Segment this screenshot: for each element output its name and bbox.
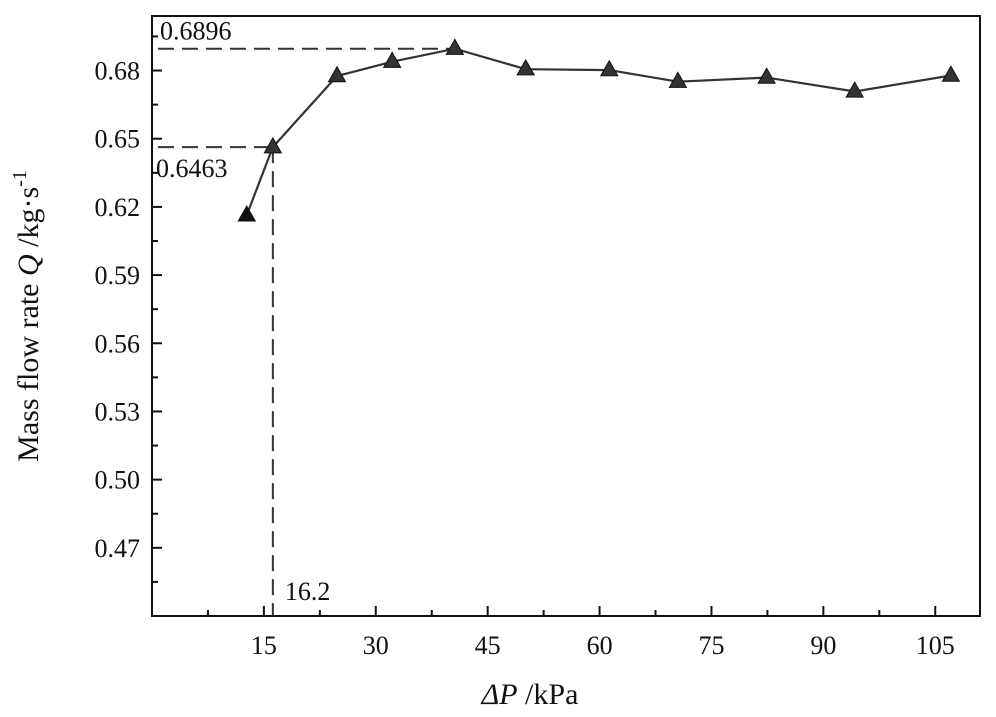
x-tick-label-60: 60	[587, 631, 613, 660]
y-axis-title-unit: /kg·s	[12, 187, 45, 255]
data-point-marker	[599, 59, 619, 77]
x-tick-label-30: 30	[363, 631, 389, 660]
data-point-marker	[327, 65, 347, 83]
data-point-marker	[382, 51, 402, 68]
x-axis-title-unit: /kPa	[518, 678, 579, 711]
series-line-0	[245, 47, 952, 216]
y-axis-title-var: Q	[12, 254, 45, 276]
axis-ticks	[152, 35, 937, 616]
y-tick-label-0.62: 0.62	[95, 193, 141, 222]
x-tick-label-75: 75	[698, 631, 724, 660]
y-tick-label-0.50: 0.50	[95, 466, 141, 495]
y-axis-title-sup: -1	[9, 170, 31, 187]
data-point-marker	[757, 67, 777, 84]
data-point-marker	[941, 65, 961, 82]
x-tick-label-105: 105	[916, 631, 955, 660]
x-axis-title-var: P	[498, 678, 517, 711]
y-tick-label-0.53: 0.53	[95, 397, 141, 426]
annotation-16.2: 16.2	[285, 577, 331, 606]
series-layer	[237, 38, 961, 222]
data-point-marker	[668, 71, 688, 88]
x-tick-label-45: 45	[475, 631, 501, 660]
annotation-0.6463: 0.6463	[156, 154, 228, 183]
x-axis-title-prefix: Δ	[481, 678, 500, 711]
plot-frame	[151, 15, 981, 617]
tick-labels: 15 30 45 60 75 90 105 0.47 0.50 0.53 0.56 0.59 0.62 0…	[95, 57, 955, 660]
y-tick-label-0.68: 0.68	[95, 57, 141, 86]
y-axis-title: Mass flow rate Q /kg·s-1	[9, 170, 45, 462]
y-tick-label-0.65: 0.65	[95, 125, 141, 154]
y-tick-label-0.59: 0.59	[95, 261, 141, 290]
data-point-marker	[237, 205, 257, 222]
annotation-0.6896: 0.6896	[160, 17, 232, 46]
x-axis-title: ΔP /kPa	[481, 678, 579, 711]
data-point-marker	[263, 136, 283, 154]
y-axis-title-text: Mass flow rate	[12, 276, 45, 462]
reference-lines	[158, 47, 455, 616]
annotation-labels: 0.6896 0.6463 16.2	[156, 17, 330, 606]
x-tick-label-15: 15	[251, 631, 277, 660]
y-tick-label-0.47: 0.47	[95, 534, 141, 563]
data-point-marker	[445, 38, 465, 55]
data-point-marker	[516, 58, 536, 76]
x-tick-label-90: 90	[810, 631, 836, 660]
y-tick-label-0.56: 0.56	[95, 329, 141, 358]
data-point-marker	[845, 81, 865, 98]
